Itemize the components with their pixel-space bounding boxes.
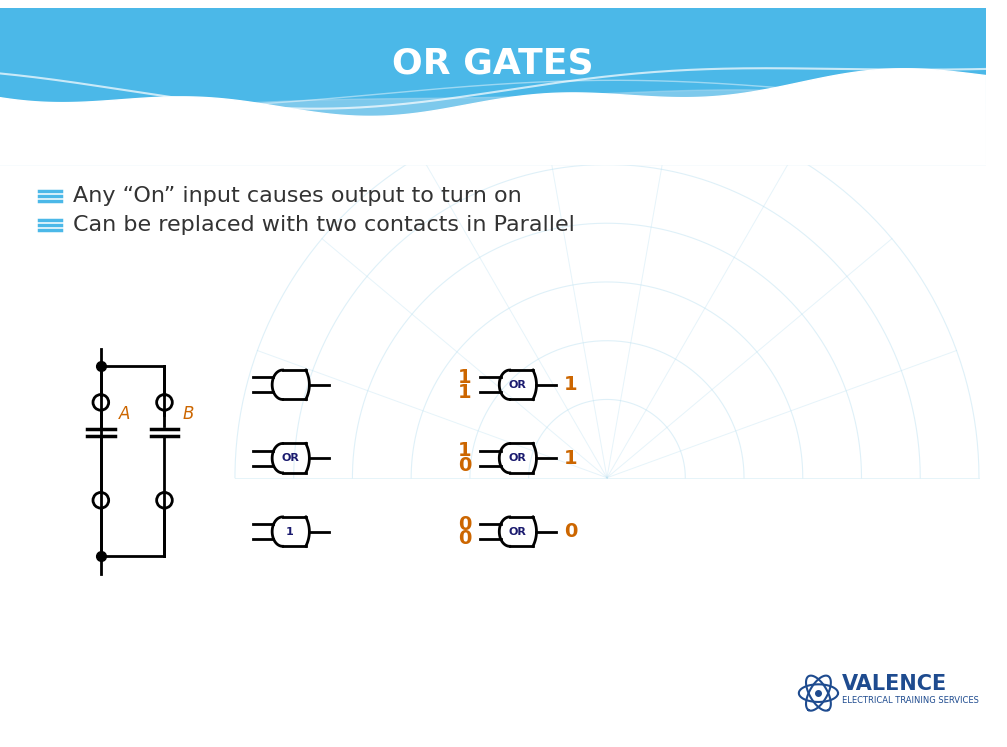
Text: 1: 1 xyxy=(564,449,578,468)
Text: 0: 0 xyxy=(458,530,472,548)
Text: A: A xyxy=(119,405,130,423)
Text: 1: 1 xyxy=(286,527,294,536)
Text: OR: OR xyxy=(281,453,299,463)
Text: 0: 0 xyxy=(458,456,472,475)
Text: 1: 1 xyxy=(458,441,472,460)
Text: OR: OR xyxy=(509,379,526,390)
Text: ELECTRICAL TRAINING SERVICES: ELECTRICAL TRAINING SERVICES xyxy=(842,696,979,705)
Bar xyxy=(0,8,986,120)
Text: OR: OR xyxy=(509,453,526,463)
Text: 0: 0 xyxy=(458,515,472,534)
Text: OR: OR xyxy=(509,527,526,536)
Text: OR GATES: OR GATES xyxy=(392,46,593,81)
Text: 1: 1 xyxy=(458,368,472,387)
Polygon shape xyxy=(0,90,986,164)
Text: 0: 0 xyxy=(564,522,577,541)
Text: B: B xyxy=(182,405,193,423)
Polygon shape xyxy=(0,69,986,164)
Text: 1: 1 xyxy=(458,382,472,402)
Text: 1: 1 xyxy=(564,375,578,394)
Text: Can be replaced with two contacts in Parallel: Can be replaced with two contacts in Par… xyxy=(74,215,575,235)
Text: Any “On” input causes output to turn on: Any “On” input causes output to turn on xyxy=(74,186,523,206)
Text: VALENCE: VALENCE xyxy=(842,675,948,694)
